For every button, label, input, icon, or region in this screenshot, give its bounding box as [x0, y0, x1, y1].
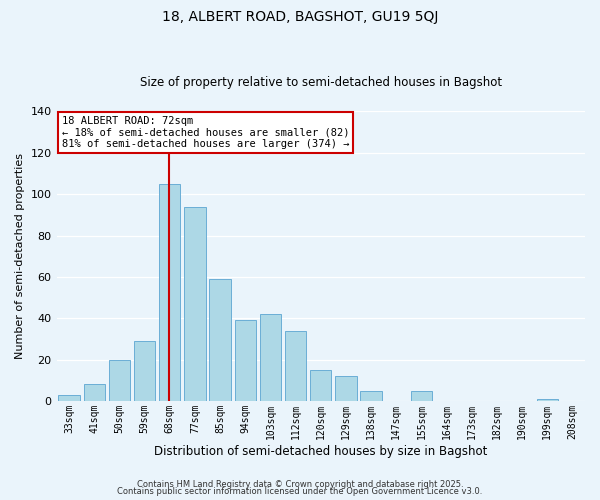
Bar — [361, 390, 382, 401]
Title: Size of property relative to semi-detached houses in Bagshot: Size of property relative to semi-detach… — [140, 76, 502, 90]
Bar — [335, 376, 356, 401]
Bar — [184, 206, 206, 401]
Bar — [285, 330, 307, 401]
Bar — [134, 341, 155, 401]
Bar — [260, 314, 281, 401]
Bar — [235, 320, 256, 401]
Text: 18 ALBERT ROAD: 72sqm
← 18% of semi-detached houses are smaller (82)
81% of semi: 18 ALBERT ROAD: 72sqm ← 18% of semi-deta… — [62, 116, 349, 149]
Y-axis label: Number of semi-detached properties: Number of semi-detached properties — [15, 153, 25, 359]
Bar — [411, 390, 432, 401]
Bar — [159, 184, 181, 401]
Bar — [58, 394, 80, 401]
Bar — [109, 360, 130, 401]
Text: 18, ALBERT ROAD, BAGSHOT, GU19 5QJ: 18, ALBERT ROAD, BAGSHOT, GU19 5QJ — [162, 10, 438, 24]
Bar — [310, 370, 331, 401]
X-axis label: Distribution of semi-detached houses by size in Bagshot: Distribution of semi-detached houses by … — [154, 444, 487, 458]
Text: Contains HM Land Registry data © Crown copyright and database right 2025.: Contains HM Land Registry data © Crown c… — [137, 480, 463, 489]
Text: Contains public sector information licensed under the Open Government Licence v3: Contains public sector information licen… — [118, 488, 482, 496]
Bar — [536, 399, 558, 401]
Bar — [209, 279, 231, 401]
Bar — [83, 384, 105, 401]
